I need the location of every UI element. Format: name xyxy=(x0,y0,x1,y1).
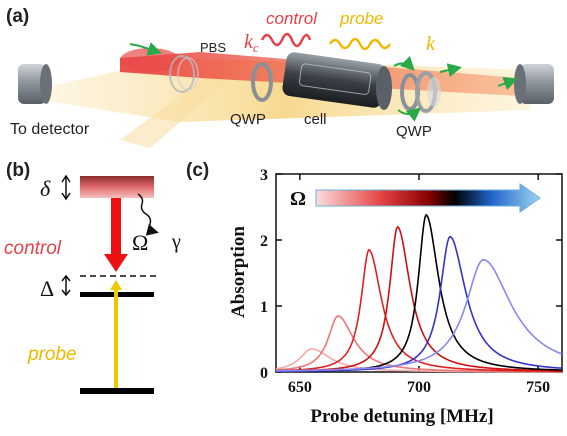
Delta-marker xyxy=(61,274,71,297)
y-tick-label: 0 xyxy=(260,365,268,382)
absorption-curve-5 xyxy=(276,213,562,373)
absorption-curve-7 xyxy=(276,258,563,372)
omega-b-label: Ω xyxy=(132,230,148,255)
panel-a: (a) xyxy=(6,6,554,148)
control-wave xyxy=(260,32,312,48)
x-tick-label: 750 xyxy=(526,379,550,396)
panel-c-tag: (c) xyxy=(186,160,209,181)
pbs-optic xyxy=(169,55,199,93)
left-detector xyxy=(18,64,52,104)
panel-b: (b) δ control Ω γ Δ xyxy=(4,160,181,394)
probe-arrow xyxy=(110,280,122,388)
polarization-arrows xyxy=(129,42,518,122)
y-tick-label: 2 xyxy=(260,233,268,250)
ground-level xyxy=(80,388,154,394)
y-tick-label: 1 xyxy=(260,299,268,316)
cell-label: cell xyxy=(304,111,327,128)
right-detector xyxy=(514,64,554,104)
chart-axes: 650 700 750 0 1 2 3 xyxy=(260,167,563,396)
qwp-left-optic xyxy=(251,62,273,102)
panel-c: (c) 650 700 750 0 1 2 3 Ω Absorption Probe det… xyxy=(186,160,563,427)
to-detector-label: To detector xyxy=(10,121,90,138)
pbs-label: PBS xyxy=(200,40,226,55)
x-axis-label: Probe detuning [MHz] xyxy=(310,406,493,427)
probe-b-label: probe xyxy=(27,344,77,365)
delta-small-label: δ xyxy=(40,176,51,201)
decay-wave xyxy=(137,193,159,236)
absorption-curve-4 xyxy=(276,225,563,372)
vapor-cell xyxy=(282,52,392,110)
delta-marker xyxy=(61,174,71,201)
excited-level xyxy=(80,176,154,198)
chart-curves xyxy=(275,213,563,373)
gamma-label: γ xyxy=(171,231,181,253)
panel-b-tag: (b) xyxy=(6,160,30,181)
k-label: k xyxy=(426,33,436,55)
probe-label: probe xyxy=(339,9,383,28)
y-axis-label: Absorption xyxy=(228,226,249,318)
kc-label: kc xyxy=(244,31,259,55)
x-tick-label: 650 xyxy=(288,379,312,396)
control-b-label: control xyxy=(4,238,62,259)
omega-colorbar-label: Ω xyxy=(290,188,306,210)
qwp-right-label: QWP xyxy=(396,123,432,140)
probe-wave xyxy=(328,37,392,51)
qwp-left-label: QWP xyxy=(230,111,266,128)
x-tick-label: 700 xyxy=(407,379,431,396)
y-tick-label: 3 xyxy=(260,167,268,184)
control-label: control xyxy=(266,9,318,28)
Delta-label: Δ xyxy=(40,276,54,301)
omega-colorbar xyxy=(315,183,541,213)
panel-a-tag: (a) xyxy=(6,6,29,27)
qwp-right-optic xyxy=(400,71,441,113)
control-arrow xyxy=(104,198,128,272)
